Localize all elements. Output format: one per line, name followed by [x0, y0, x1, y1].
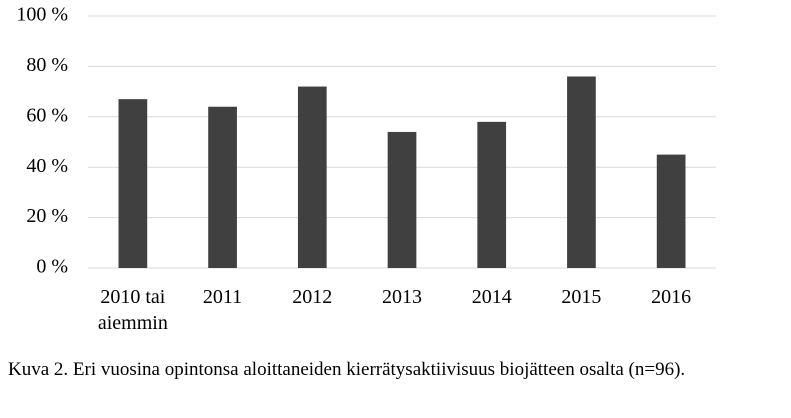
y-tick-label: 20 % [26, 205, 68, 227]
bar [297, 86, 327, 268]
y-tick-label: 0 % [36, 256, 68, 278]
bar [477, 121, 507, 268]
y-tick-label: 80 % [26, 54, 68, 76]
x-tick-label: 2010 tai aiemmin [97, 286, 168, 334]
bar [208, 106, 237, 268]
bar [118, 99, 148, 268]
x-tick-label: 2016 [651, 286, 692, 308]
y-tick-label: 40 % [26, 155, 68, 177]
y-tick-label: 100 % [16, 4, 68, 26]
caption: Kuva 2. Eri vuosina opintonsa aloittanei… [8, 359, 686, 380]
bar [656, 154, 686, 268]
x-tick-label: 2014 [471, 286, 512, 308]
x-tick-label: 2012 [292, 286, 333, 308]
x-tick-label: 2011 [202, 286, 243, 308]
chart: 0 % 20 % 40 % 60 % 80 % 100 % [16, 4, 716, 278]
x-tick-label: 2015 [561, 286, 602, 308]
bar [387, 131, 417, 268]
bar [567, 76, 596, 268]
x-tick-label: 2013 [381, 286, 422, 308]
y-tick-label: 60 % [26, 104, 68, 126]
